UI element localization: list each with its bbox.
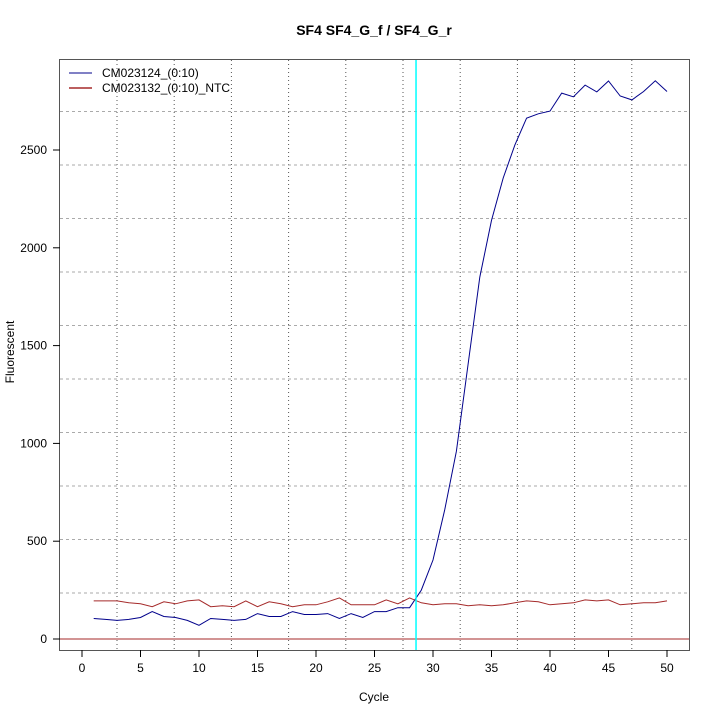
x-tick-label: 40: [543, 661, 557, 675]
x-tick-label: 0: [79, 661, 86, 675]
chart-title: SF4 SF4_G_f / SF4_G_r: [296, 22, 452, 38]
x-tick-label: 5: [137, 661, 144, 675]
legend-label-series-2: CM023132_(0:10)_NTC: [102, 81, 230, 95]
x-tick-label: 45: [602, 661, 616, 675]
y-tick-label: 2000: [20, 241, 47, 255]
y-axis: 0 500 1000 1500 2000 2500: [20, 143, 60, 646]
x-tick-label: 50: [660, 661, 674, 675]
y-axis-label: Fluorescent: [3, 320, 17, 383]
x-axis-label: Cycle: [359, 690, 389, 704]
x-tick-label: 15: [251, 661, 265, 675]
series-lines: [60, 60, 689, 650]
x-axis: 0 5 10 15 20 25 30 35 40 45 50: [79, 650, 674, 675]
y-tick-label: 500: [27, 534, 47, 548]
grid: [60, 60, 689, 650]
y-tick-label: 0: [40, 632, 47, 646]
y-tick-label: 1000: [20, 436, 47, 450]
y-tick-label: 1500: [20, 339, 47, 353]
series-line-1: [93, 80, 668, 626]
x-tick-label: 35: [485, 661, 499, 675]
legend: CM023124_(0:10) CM023132_(0:10)_NTC: [69, 66, 230, 95]
x-tick-label: 30: [426, 661, 440, 675]
y-tick-label: 2500: [20, 143, 47, 157]
x-tick-label: 25: [368, 661, 382, 675]
plot-frame: [59, 59, 690, 651]
x-tick-label: 10: [192, 661, 206, 675]
legend-label-series-1: CM023124_(0:10): [102, 66, 199, 80]
x-tick-label: 20: [309, 661, 323, 675]
series-line-2: [93, 597, 668, 608]
